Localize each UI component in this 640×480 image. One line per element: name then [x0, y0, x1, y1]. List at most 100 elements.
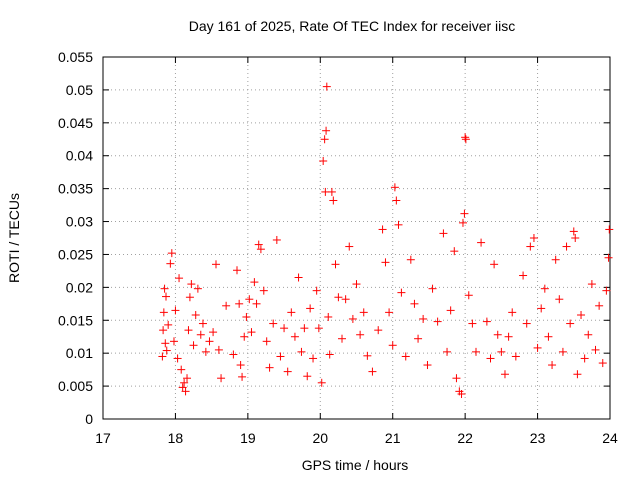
y-tick-label: 0.04 — [66, 148, 93, 164]
data-point — [352, 280, 361, 289]
data-point — [356, 330, 365, 339]
data-point — [338, 334, 347, 343]
data-point — [598, 359, 607, 368]
y-tick-label: 0.055 — [58, 49, 93, 65]
data-point — [577, 311, 586, 320]
data-point — [256, 245, 265, 254]
x-tick-label: 24 — [602, 430, 618, 446]
data-point — [162, 346, 171, 355]
data-point — [300, 324, 309, 333]
data-point — [312, 286, 321, 295]
data-point — [191, 311, 200, 320]
data-point — [183, 374, 192, 383]
x-axis-label: GPS time / hours — [302, 457, 409, 473]
data-point — [159, 326, 168, 335]
data-point — [446, 306, 455, 315]
data-points — [158, 82, 614, 398]
data-point — [265, 363, 274, 372]
data-point — [406, 255, 415, 264]
data-point — [490, 260, 499, 269]
data-point — [173, 354, 182, 363]
data-point — [252, 299, 261, 308]
data-point — [580, 354, 589, 363]
data-point — [587, 280, 596, 289]
data-point — [378, 225, 387, 234]
y-tick-label: 0 — [85, 411, 93, 427]
data-point — [443, 347, 452, 356]
data-point — [584, 330, 593, 339]
data-point — [177, 365, 186, 374]
data-point — [558, 347, 567, 356]
data-point — [562, 242, 571, 251]
data-point — [555, 295, 564, 304]
data-point — [595, 301, 604, 310]
chart-title: Day 161 of 2025, Rate Of TEC Index for r… — [189, 18, 516, 34]
data-point — [306, 304, 315, 313]
data-point — [331, 260, 340, 269]
data-point — [236, 361, 245, 370]
data-point — [522, 319, 531, 328]
data-point — [551, 255, 560, 264]
data-point — [169, 337, 178, 346]
data-point — [164, 320, 173, 329]
data-point — [189, 341, 198, 350]
data-point — [569, 227, 578, 236]
data-point — [390, 183, 399, 192]
data-point — [158, 352, 167, 361]
data-point — [519, 271, 528, 280]
y-tick-label: 0.01 — [66, 345, 93, 361]
y-tick-label: 0.025 — [58, 246, 93, 262]
y-tick-label: 0.035 — [58, 181, 93, 197]
y-tick-label: 0.045 — [58, 115, 93, 131]
data-point — [461, 135, 470, 144]
data-point — [397, 288, 406, 297]
y-tick-label: 0.03 — [66, 214, 93, 230]
data-point — [297, 347, 306, 356]
data-point — [245, 295, 254, 304]
x-tick-label: 20 — [312, 430, 328, 446]
data-point — [460, 209, 469, 218]
y-tick-label: 0.015 — [58, 312, 93, 328]
data-point — [181, 387, 190, 396]
data-point — [414, 334, 423, 343]
x-tick-label: 19 — [240, 430, 256, 446]
data-point — [314, 324, 323, 333]
data-point — [262, 337, 271, 346]
data-point — [388, 341, 397, 350]
data-point — [544, 332, 553, 341]
data-point — [317, 378, 326, 387]
data-point — [196, 330, 205, 339]
data-point — [401, 352, 410, 361]
data-point — [175, 274, 184, 283]
data-point — [254, 240, 263, 249]
data-point — [319, 156, 328, 165]
data-point — [198, 319, 207, 328]
axis-ticks: 17 18 19 20 21 22 23 24 0 0.005 0.01 0.015 0.02 0.025… — [58, 49, 618, 446]
data-point — [238, 372, 247, 381]
data-point — [280, 324, 289, 333]
data-point — [457, 389, 466, 398]
data-point — [548, 361, 557, 370]
y-tick-label: 0.02 — [66, 279, 93, 295]
data-point — [533, 343, 542, 352]
data-point — [290, 332, 299, 341]
data-point — [287, 308, 296, 317]
data-point — [368, 367, 377, 376]
data-point — [419, 314, 428, 323]
data-point — [229, 350, 238, 359]
data-point — [497, 347, 506, 356]
data-point — [272, 235, 281, 244]
y-tick-label: 0.05 — [66, 82, 93, 98]
data-point — [214, 345, 223, 354]
y-tick-label: 0.005 — [58, 378, 93, 394]
data-point — [374, 326, 383, 335]
data-point — [385, 308, 394, 317]
data-point — [529, 234, 538, 242]
data-point — [327, 187, 336, 196]
data-point — [410, 299, 419, 308]
y-axis-label: ROTI / TECUs — [6, 193, 22, 283]
x-tick-label: 21 — [385, 430, 401, 446]
data-point — [392, 196, 401, 205]
data-point — [450, 247, 459, 256]
data-point — [472, 347, 481, 356]
